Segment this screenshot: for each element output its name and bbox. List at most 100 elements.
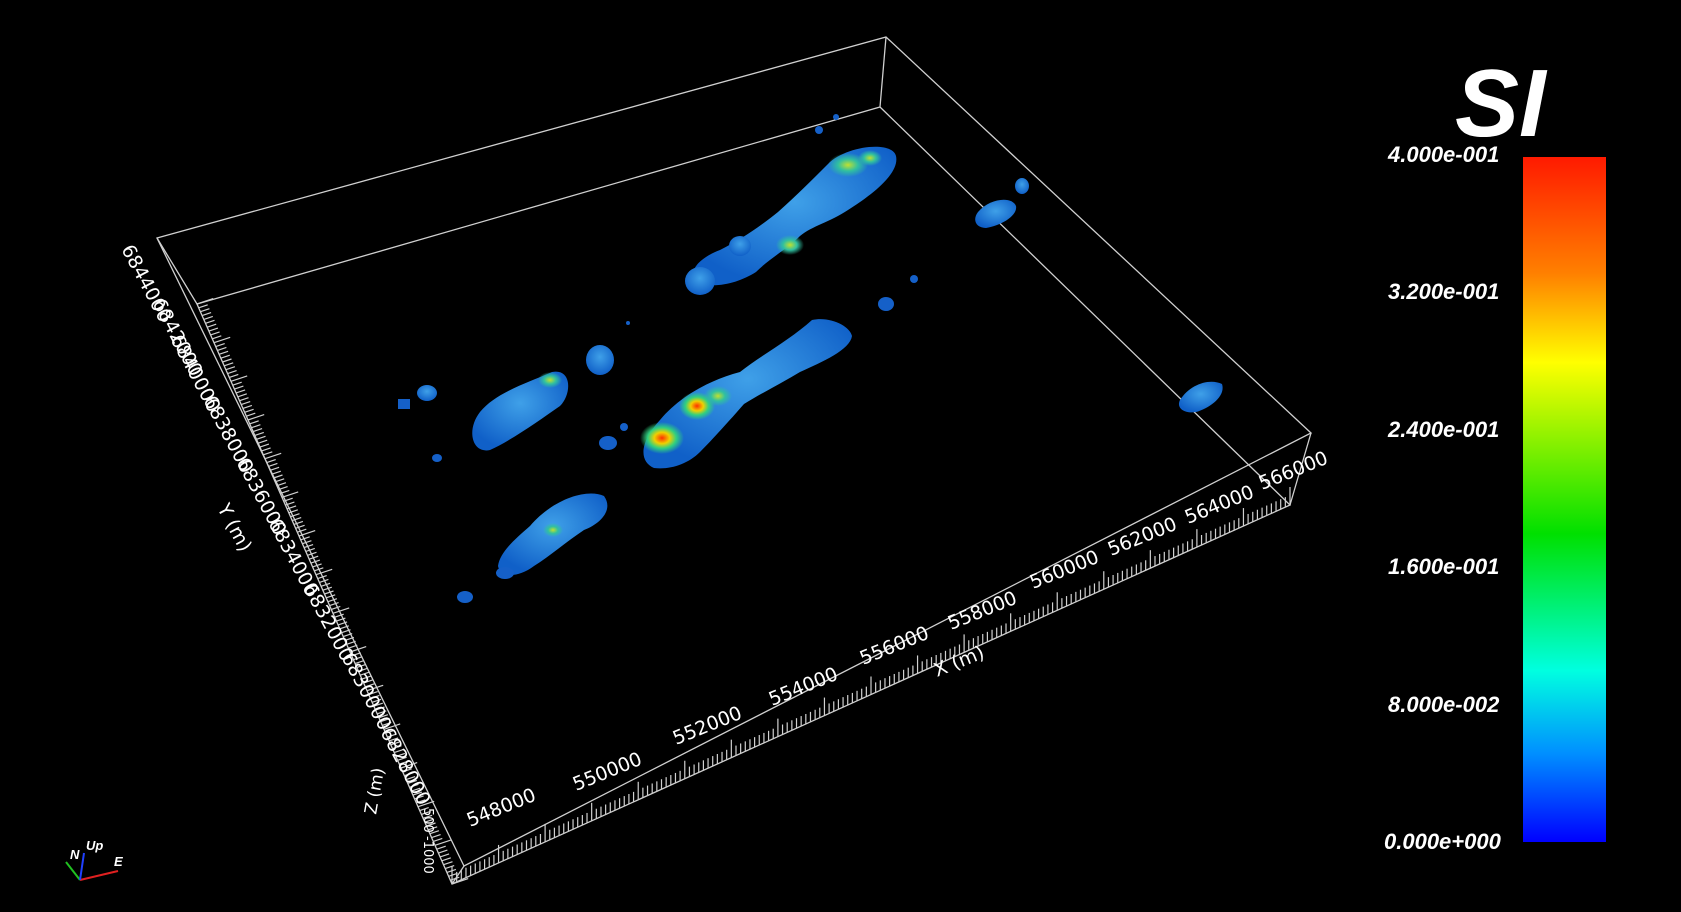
axis-tick [390,741,400,746]
axis-tick [354,660,365,665]
axis-tick [409,783,419,788]
colorbar-tick: 1.600e-001 [1388,554,1499,579]
axis-tick [273,474,283,479]
axis-tick [210,331,220,336]
axis-tick [205,319,215,324]
axis-tick [417,800,435,808]
axis-tick [200,308,210,313]
axis-tick [300,536,310,541]
axis-tick [327,598,338,603]
axis-tick [268,462,278,467]
axis-tick [288,509,298,514]
axis-tick [421,810,431,815]
axis-tick [326,594,336,599]
z-tick-label: -1000 [420,836,435,874]
anomaly-body [643,319,852,469]
colorbar: SI 4.000e-001 3.200e-001 2.400e-001 1.60… [1384,50,1606,854]
axis-tick [439,853,450,858]
axis-tick [405,776,416,781]
axis-tick [392,745,402,750]
axis-tick [319,578,329,583]
up-axis-icon [79,852,85,881]
axis-tick [402,768,412,773]
axis-tick [371,698,382,703]
orientation-widget[interactable]: N Up E [65,838,123,881]
axis-tick [281,491,299,498]
axis-tick [276,482,287,487]
axis-tick [256,435,266,440]
axis-tick [312,563,322,568]
axis-tick [203,315,213,321]
axis-tick [235,389,246,394]
axis-tick [220,354,230,359]
axis-tick [269,466,280,471]
axis-tick [266,458,276,464]
axis-tick [395,752,406,757]
z-tick-label: 500 [420,808,435,833]
axis-tick [378,714,389,719]
axis-tick [263,451,273,456]
axis-tick [271,470,281,475]
axis-tick [244,408,254,413]
axis-tick [329,602,339,607]
x-tick-label: 548000 [464,784,539,832]
axis-tick [450,876,460,881]
axis-tick [298,530,316,537]
axis-tick [380,718,390,723]
axis-tick [428,826,438,831]
axis-tick [201,312,212,317]
axis-tick [278,486,288,491]
orientation-up: Up [86,838,103,853]
colorbar-tick: 3.200e-001 [1388,279,1499,304]
axis-tick [356,663,366,669]
anomaly-body [729,236,751,256]
y-tick-label: 6828000 [376,724,435,809]
axis-tick [229,373,239,379]
bounding-box [156,36,1313,885]
axis-tick [254,431,264,437]
axis-tick [349,646,367,653]
axis-tick [264,452,282,460]
axis-tick [332,607,350,614]
x-tick-label: 560000 [1027,546,1102,594]
axis-tick [247,414,265,421]
axis-tick [213,336,231,344]
axis-tick [422,814,433,819]
axis-tick [295,524,305,529]
axis-tick [307,551,317,556]
axis-tick [252,428,263,433]
axis-tick [343,632,353,638]
axis-tick [416,799,426,804]
axis-tick [431,834,441,839]
colorbar-tick: 4.000e-001 [1387,142,1499,167]
axis-tick [448,872,458,877]
y-axis: 6844000 6842000 6840000 6838000 6836000 … [117,241,435,809]
axis-tick [222,358,232,363]
axis-tick [215,342,225,348]
axis-tick [341,629,351,634]
axis-tick [315,568,333,576]
colorbar-tick: 0.000e+000 [1384,829,1502,854]
axis-tick [397,756,407,761]
x-tick-label: 552000 [670,702,745,750]
axis-tick [363,679,373,684]
axis-tick [290,513,300,518]
axis-tick [353,656,363,661]
axis-tick [334,613,344,618]
axis-tick [351,652,361,657]
axis-tick [232,381,242,386]
axis-tick [404,772,414,777]
axis-tick [225,366,236,371]
anomaly-body [1015,178,1029,194]
y-tick-label: 6830000 [337,649,396,734]
axis-tick [259,443,270,448]
axis-tick [302,540,312,545]
axis-tick [218,350,229,355]
x-tick-label: 554000 [766,663,841,711]
axis-tick [207,323,217,328]
axis-tick [242,404,253,409]
axis-tick [407,779,417,785]
axis-tick [383,723,401,730]
axis-tick [258,439,268,444]
